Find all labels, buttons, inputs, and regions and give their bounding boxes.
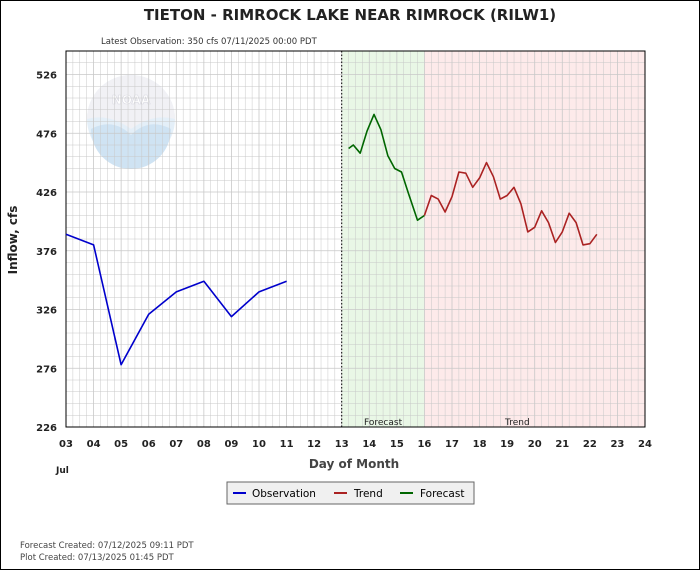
x-tick-label: 07 bbox=[169, 439, 183, 450]
chart-grid bbox=[65, 50, 646, 428]
legend-label-trend: Trend bbox=[353, 488, 383, 500]
legend-label-forecast: Forecast bbox=[420, 488, 464, 500]
y-tick-label: 526 bbox=[36, 71, 57, 82]
legend-box bbox=[226, 481, 475, 505]
x-axis-unit-month: Jul bbox=[55, 466, 69, 476]
x-tick-label: 06 bbox=[142, 439, 156, 450]
series-line-trend bbox=[423, 161, 598, 246]
forecast-created-text: Forecast Created: 07/12/2025 09:11 PDT bbox=[20, 541, 194, 551]
x-tick-label: 04 bbox=[87, 439, 101, 450]
x-tick-label: 10 bbox=[252, 439, 266, 450]
chart-title: TIETON - RIMROCK LAKE NEAR RIMROCK (RILW… bbox=[144, 6, 556, 24]
noaa-logo-text: NOAA bbox=[112, 93, 151, 107]
plot-created-text: Plot Created: 07/13/2025 01:45 PDT bbox=[20, 553, 174, 563]
x-tick-label: 03 bbox=[59, 439, 73, 450]
y-tick-label: 426 bbox=[36, 188, 57, 199]
x-tick-label: 12 bbox=[307, 439, 321, 450]
y-tick-label: 376 bbox=[36, 247, 57, 258]
x-tick-label: 11 bbox=[280, 439, 294, 450]
y-tick-label: 276 bbox=[36, 364, 57, 375]
x-tick-label: 13 bbox=[335, 439, 349, 450]
plot-border bbox=[65, 50, 646, 428]
x-tick-label: 17 bbox=[445, 439, 459, 450]
x-tick-label: 22 bbox=[583, 439, 597, 450]
x-tick-label: 24 bbox=[638, 439, 652, 450]
y-tick-label: 476 bbox=[36, 129, 57, 140]
x-tick-label: 05 bbox=[114, 439, 128, 450]
axis-tick-labels: 03 04 05 06 07 08 09 10 11 12 13 14 15 16 17 18 19 20 21 22… bbox=[36, 71, 652, 451]
x-tick-label: 23 bbox=[610, 439, 624, 450]
x-tick-label: 16 bbox=[417, 439, 431, 450]
x-tick-label: 18 bbox=[473, 439, 487, 450]
x-tick-label: 14 bbox=[362, 439, 376, 450]
x-tick-label: 09 bbox=[224, 439, 238, 450]
y-tick-label: 226 bbox=[36, 423, 57, 434]
legend: Observation Trend Forecast bbox=[226, 481, 475, 505]
x-axis-label: Day of Month bbox=[309, 457, 399, 471]
x-tick-label: 08 bbox=[197, 439, 211, 450]
y-axis-label: Inflow, cfs bbox=[6, 206, 20, 275]
x-tick-label: 21 bbox=[555, 439, 569, 450]
series-layer bbox=[65, 113, 598, 366]
series-line-observation bbox=[65, 233, 287, 366]
series-line-forecast bbox=[348, 113, 425, 221]
x-tick-label: 15 bbox=[390, 439, 404, 450]
trend-region-label: Trend bbox=[504, 418, 530, 428]
y-tick-label: 326 bbox=[36, 306, 57, 317]
x-tick-label: 20 bbox=[528, 439, 542, 450]
forecast-region-label: Forecast bbox=[364, 418, 403, 428]
legend-label-observation: Observation bbox=[252, 488, 316, 500]
x-tick-label: 19 bbox=[500, 439, 514, 450]
latest-observation: Latest Observation: 350 cfs 07/11/2025 0… bbox=[101, 37, 318, 47]
noaa-logo: NOAA bbox=[87, 75, 175, 169]
